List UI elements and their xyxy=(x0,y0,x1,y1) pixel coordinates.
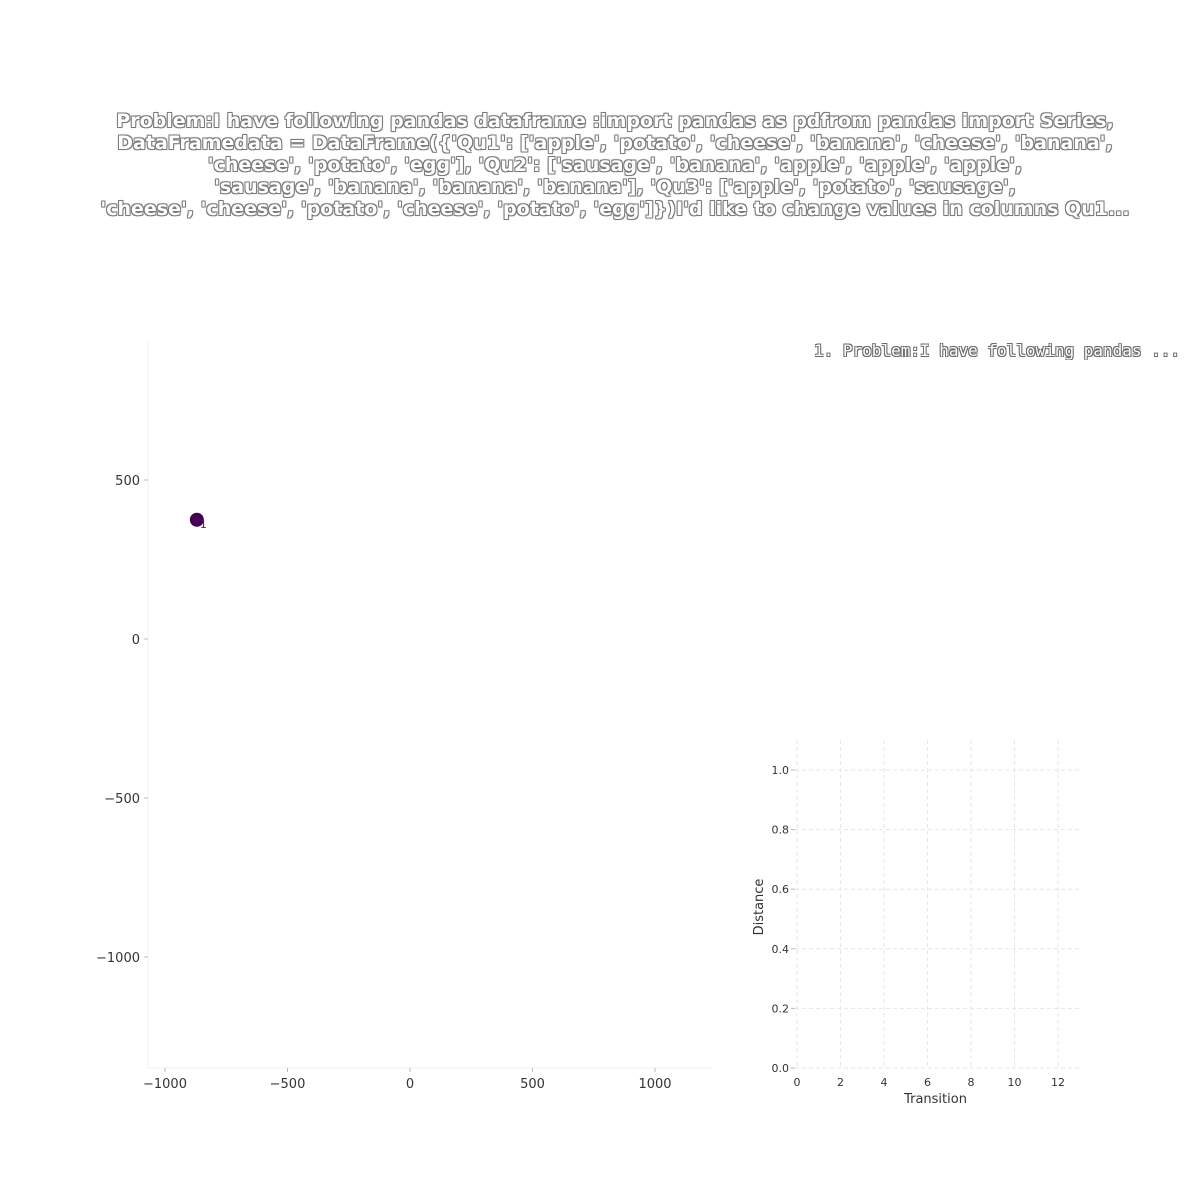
x-tick-label: 12 xyxy=(1051,1076,1065,1089)
x-tick-label: −1000 xyxy=(143,1077,187,1092)
scatter-points: 1 xyxy=(189,512,207,531)
x-tick-label: 500 xyxy=(520,1077,545,1092)
y-tick-label: 0 xyxy=(132,633,140,648)
x-tick-label: −500 xyxy=(270,1077,306,1092)
x-tick-label: 1000 xyxy=(638,1077,671,1092)
y-tick-label: 0.4 xyxy=(772,943,790,956)
y-axis-label: Distance xyxy=(752,879,767,936)
y-tick-label: 0.6 xyxy=(772,883,790,896)
scatter-axes: −1000 −500 0 500 1000 500 0 −500 −1000 xyxy=(96,340,712,1092)
y-tick-label: 500 xyxy=(115,474,140,489)
y-tick-label: −500 xyxy=(104,792,140,807)
x-tick-label: 4 xyxy=(881,1076,888,1089)
title-line: 'cheese', 'potato', 'egg'], 'Qu2': ['sau… xyxy=(207,154,1023,176)
y-tick-label: 0.0 xyxy=(772,1062,790,1075)
x-tick-label: 8 xyxy=(968,1076,975,1089)
y-tick-label: 1.0 xyxy=(772,764,790,777)
title-line: 'cheese', 'cheese', 'potato', 'cheese', … xyxy=(100,198,1130,220)
title-line: 'sausage', 'banana', 'banana', 'banana']… xyxy=(214,176,1016,198)
y-tick-label: 0.8 xyxy=(772,824,790,837)
y-tick-label: 0.2 xyxy=(772,1002,790,1015)
title-line: Problem:I have following pandas datafram… xyxy=(116,110,1114,132)
chart-title: Problem:I have following pandas datafram… xyxy=(80,110,1150,220)
distance-axes: 0 2 4 6 8 10 12 0.0 0.2 0.4 0.6 0.8 1.0 Transition Dis… xyxy=(752,764,1065,1107)
data-point-label: 1 xyxy=(200,518,207,531)
title-line: DataFramedata = DataFrame({'Qu1': ['appl… xyxy=(117,132,1113,154)
x-tick-label: 0 xyxy=(406,1077,414,1092)
x-axis-label: Transition xyxy=(903,1092,967,1107)
distance-grid xyxy=(795,740,1080,1069)
data-point xyxy=(189,512,204,527)
legend-entry: 1. Problem:I have following pandas ... xyxy=(814,341,1181,360)
x-tick-label: 6 xyxy=(924,1076,931,1089)
y-tick-label: −1000 xyxy=(96,951,140,966)
x-tick-label: 10 xyxy=(1008,1076,1022,1089)
x-tick-label: 0 xyxy=(794,1076,801,1089)
x-tick-label: 2 xyxy=(837,1076,844,1089)
